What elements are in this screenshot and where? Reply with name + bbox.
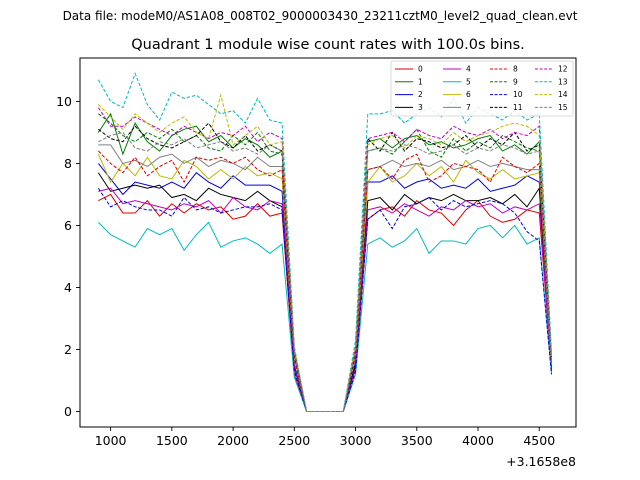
series-line-8 (98, 150, 553, 412)
legend-label-8: 8 (513, 65, 518, 74)
series-line-14 (98, 93, 553, 412)
x-tick-label: 4000 (462, 433, 494, 448)
x-tick-label: 2000 (217, 433, 249, 448)
legend-label-13: 13 (558, 77, 568, 86)
series-layer (97, 72, 553, 412)
y-tick-label: 8 (64, 156, 72, 171)
plot-frame (79, 57, 577, 428)
legend-label-6: 6 (466, 90, 471, 99)
series-line-12 (97, 107, 553, 412)
legend-label-7: 7 (466, 103, 471, 112)
y-tick-label: 2 (64, 342, 72, 357)
legend-box (390, 60, 574, 117)
x-tick-label: 1500 (156, 433, 188, 448)
legend-label-11: 11 (513, 103, 523, 112)
series-line-11 (98, 122, 553, 412)
x-tick-label: 2500 (278, 433, 310, 448)
series-line-4 (98, 187, 553, 412)
x-tick-label: 3500 (401, 433, 433, 448)
y-tick-label: 4 (64, 280, 72, 295)
axes-layer: 1000 1500 2000 2500 3000 3500 4000 4500 0 2 4 6 8 10 (56, 94, 555, 448)
legend-label-14: 14 (558, 90, 568, 99)
legend-label-3: 3 (418, 103, 423, 112)
y-tick-label: 0 (64, 404, 72, 419)
series-line-6 (97, 153, 553, 412)
legend-label-10: 10 (513, 90, 523, 99)
x-tick-label: 4500 (523, 433, 555, 448)
series-line-13 (97, 72, 553, 412)
series-line-9 (98, 113, 553, 412)
series-line-15 (98, 131, 553, 412)
x-offset-label: +3.1658e8 (506, 454, 576, 469)
legend-label-0: 0 (418, 65, 423, 74)
legend-label-5: 5 (466, 77, 471, 86)
series-line-1 (97, 112, 553, 412)
chart-title: Quadrant 1 module wise count rates with … (131, 37, 525, 53)
legend-label-4: 4 (466, 65, 471, 74)
x-tick-label: 1000 (95, 433, 127, 448)
series-line-5 (98, 221, 553, 412)
legend-label-12: 12 (558, 65, 568, 74)
figure-suptitle: Data file: modeM0/AS1A08_008T02_90000034… (63, 9, 578, 23)
legend-label-9: 9 (513, 77, 518, 86)
legend-label-15: 15 (558, 103, 568, 112)
series-line-10 (97, 187, 553, 412)
legend-label-1: 1 (418, 77, 423, 86)
x-tick-label: 3000 (340, 433, 372, 448)
legend-label-2: 2 (418, 90, 423, 99)
y-tick-label: 10 (56, 94, 72, 109)
y-tick-label: 6 (64, 218, 72, 233)
series-line-2 (97, 163, 553, 412)
